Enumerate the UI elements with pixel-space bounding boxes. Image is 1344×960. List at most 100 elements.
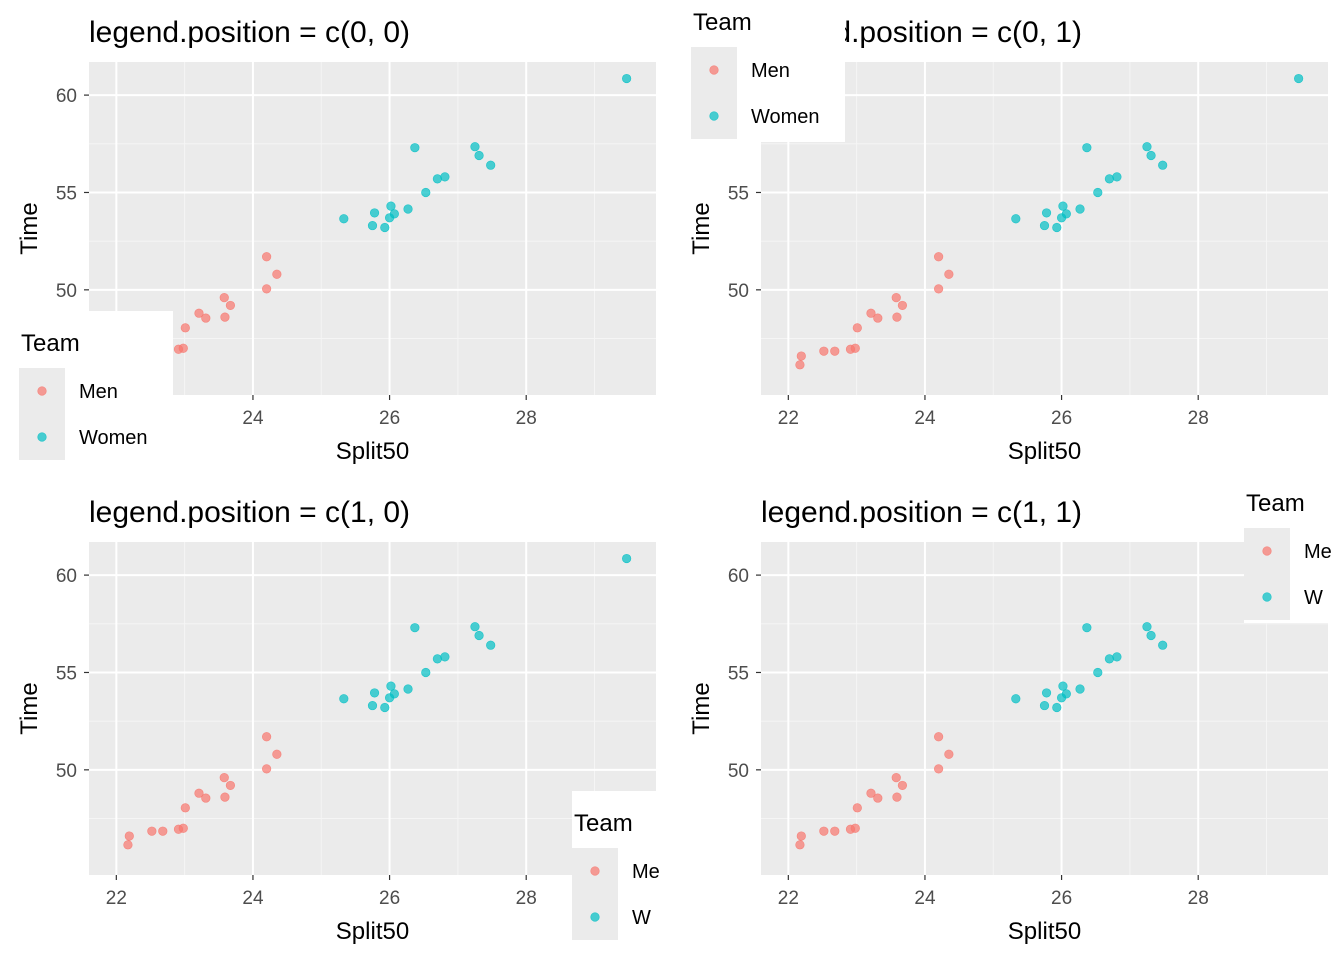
data-point-men <box>795 840 805 850</box>
legend-1: Team Men Women <box>19 311 173 463</box>
legend-title: Team <box>21 330 80 357</box>
x-tick-label: 24 <box>914 888 936 909</box>
data-point-women <box>1082 143 1092 153</box>
x-tick-label: 24 <box>242 408 264 429</box>
data-point-women <box>1294 73 1304 84</box>
data-point-women <box>1041 688 1052 698</box>
data-point-women <box>486 640 496 650</box>
data-point-women <box>1061 689 1071 699</box>
data-point-women <box>421 187 431 198</box>
data-point-women <box>1093 187 1103 198</box>
legend-key-men <box>590 866 600 876</box>
legend-title: Team <box>1246 490 1305 517</box>
data-point-men <box>796 351 806 361</box>
data-point-men <box>220 792 230 802</box>
data-point-women <box>389 689 399 699</box>
data-point-men <box>934 732 944 742</box>
data-point-men <box>819 346 829 356</box>
y-tick-label: 50 <box>728 761 749 782</box>
y-tick-label: 50 <box>56 761 77 782</box>
data-point-women <box>369 688 380 698</box>
data-point-women <box>1075 684 1085 694</box>
data-point-men <box>219 773 229 783</box>
x-tick-label: 24 <box>242 888 264 909</box>
data-point-women <box>1112 652 1122 662</box>
data-point-women <box>403 204 413 214</box>
data-point-men <box>194 788 204 798</box>
legend-label: Men <box>79 381 118 403</box>
data-point-men <box>194 308 204 318</box>
data-point-women <box>1104 654 1114 664</box>
y-tick-label: 55 <box>56 183 77 204</box>
y-axis-title: Time <box>16 682 43 734</box>
data-point-women <box>1142 142 1152 152</box>
legend-key-men <box>1262 546 1272 556</box>
legend-title: Team <box>574 810 633 837</box>
legend-key-men <box>37 386 47 396</box>
data-point-men <box>225 300 236 311</box>
data-point-men <box>147 826 157 836</box>
data-point-women <box>486 160 496 170</box>
y-axis-title: Time <box>688 682 715 734</box>
data-point-men <box>897 300 908 311</box>
y-tick-label: 55 <box>728 663 749 684</box>
data-point-women <box>1146 630 1156 641</box>
data-point-men <box>124 831 134 841</box>
data-point-men <box>934 252 944 262</box>
data-point-men <box>225 780 236 791</box>
panel-2: 22242628505560Split50Timelegend.position… <box>688 16 1328 465</box>
data-point-women <box>470 142 480 152</box>
y-tick-label: 60 <box>728 566 749 587</box>
data-point-women <box>421 667 431 678</box>
data-point-women <box>369 208 380 218</box>
data-point-men <box>852 323 862 333</box>
x-tick-label: 26 <box>379 888 400 909</box>
y-axis-title: Time <box>688 202 715 254</box>
data-point-women <box>1039 220 1050 231</box>
data-point-men <box>892 792 902 802</box>
panel-4: 22 24 26 28 50 55 60 Split50 Time legend.position… <box>688 496 1328 945</box>
data-point-women <box>367 700 378 711</box>
data-point-women <box>622 553 632 564</box>
data-point-men <box>934 764 944 774</box>
data-point-men <box>795 360 805 370</box>
data-point-men <box>830 826 840 836</box>
data-point-women <box>1082 623 1092 633</box>
data-point-women <box>1158 160 1168 170</box>
x-tick-label: 22 <box>778 408 799 429</box>
data-point-women <box>1112 172 1122 182</box>
data-point-women <box>386 201 396 211</box>
data-point-men <box>819 826 829 836</box>
data-point-women <box>380 702 390 713</box>
data-point-men <box>262 284 272 294</box>
x-tick-label: 28 <box>516 888 537 909</box>
x-tick-label: 24 <box>914 408 936 429</box>
data-point-men <box>272 269 282 279</box>
data-point-women <box>339 694 349 704</box>
data-point-women <box>367 220 378 231</box>
data-point-women <box>474 150 484 161</box>
legend-key-women <box>590 912 600 922</box>
data-point-women <box>1011 214 1021 224</box>
x-tick-label: 22 <box>778 888 799 909</box>
data-point-women <box>1075 204 1085 214</box>
y-tick-label: 55 <box>56 663 77 684</box>
legend-label: Men <box>751 60 790 82</box>
legend-label: W <box>1304 587 1323 609</box>
data-point-women <box>339 214 349 224</box>
panel-3: 22 24 26 28 50 55 60 Split50 Time legend.position… <box>16 496 656 945</box>
legend-label: Me <box>632 861 660 883</box>
data-point-men <box>850 823 860 833</box>
data-point-women <box>432 174 442 184</box>
data-point-women <box>1011 694 1021 704</box>
y-tick-label: 50 <box>728 281 749 302</box>
data-point-women <box>386 681 396 691</box>
data-point-men <box>944 269 954 279</box>
data-point-men <box>262 252 272 262</box>
y-tick-label: 50 <box>56 281 77 302</box>
data-point-men <box>866 788 876 798</box>
data-point-women <box>1041 208 1052 218</box>
data-point-men <box>891 773 901 783</box>
plot-title: legend.position = c(1, 0) <box>89 496 410 529</box>
